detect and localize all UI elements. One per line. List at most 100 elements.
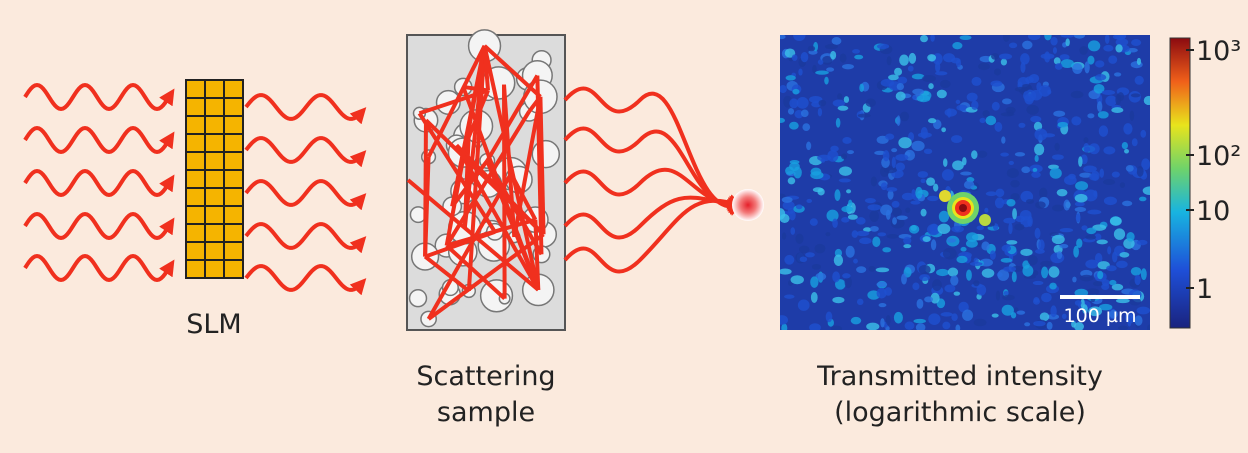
speckle-grain bbox=[1050, 37, 1057, 46]
speckle-grain bbox=[1007, 168, 1019, 178]
speckle-grain bbox=[1020, 53, 1030, 64]
speckle-grain bbox=[912, 89, 924, 95]
speckle-grain bbox=[1078, 156, 1082, 167]
speckle-grain bbox=[866, 323, 879, 331]
speckle-grain bbox=[909, 225, 919, 234]
speckle-grain bbox=[896, 91, 906, 100]
speckle-grain bbox=[1117, 92, 1124, 101]
speckle-grain bbox=[858, 114, 871, 118]
page: 100 µm 10³10²101 SLM Scattering sample T… bbox=[0, 0, 1248, 453]
speckle-grain bbox=[1020, 62, 1025, 73]
speckle-grain bbox=[1048, 266, 1059, 277]
speckle-grain bbox=[1073, 246, 1079, 258]
speckle-grain bbox=[830, 51, 836, 60]
speckle-grain bbox=[876, 282, 887, 287]
speckle-grain bbox=[880, 318, 884, 327]
speckle-grain bbox=[802, 123, 810, 131]
speckle-grain bbox=[1075, 194, 1088, 203]
speckle-grain bbox=[846, 189, 851, 193]
speckle-grain bbox=[1103, 146, 1115, 154]
speckle-grain bbox=[810, 276, 818, 287]
speckle-grain bbox=[1028, 255, 1038, 265]
speckle-grain bbox=[825, 44, 838, 49]
speckle-grain bbox=[1008, 223, 1012, 235]
speckle-grain bbox=[891, 148, 897, 152]
speckle-grain bbox=[1122, 142, 1128, 149]
speckle-grain bbox=[1053, 47, 1057, 54]
speckle-grain bbox=[811, 292, 818, 303]
speckle-grain bbox=[1041, 293, 1052, 302]
speckle-grain bbox=[782, 197, 793, 203]
speckle-grain bbox=[964, 181, 974, 190]
speckle-grain bbox=[882, 247, 891, 252]
speckle-grain bbox=[1107, 246, 1111, 254]
speckle-grain bbox=[927, 196, 938, 201]
speckle-grain bbox=[870, 226, 879, 232]
speckle-grain bbox=[1085, 235, 1096, 240]
speckle-grain bbox=[1039, 85, 1051, 97]
speckle-grain bbox=[1004, 291, 1009, 295]
slm-pixel bbox=[186, 116, 205, 134]
speckle-grain bbox=[1050, 168, 1062, 179]
speckle-grain bbox=[939, 211, 949, 223]
speckle-grain bbox=[1006, 199, 1015, 207]
slm-pixel bbox=[205, 188, 224, 206]
speckle-grain bbox=[815, 244, 826, 253]
speckle-grain bbox=[896, 162, 905, 171]
speckle-grain bbox=[1126, 165, 1134, 172]
speckle-grain bbox=[956, 256, 967, 263]
speckle-grain bbox=[974, 319, 987, 326]
speckle-grain bbox=[956, 59, 961, 67]
slm-pixel bbox=[224, 80, 243, 98]
speckle-grain bbox=[779, 269, 792, 275]
speckle-grain bbox=[869, 266, 876, 272]
speckle-grain bbox=[806, 199, 812, 203]
speckle-grain bbox=[912, 283, 919, 291]
speckle-grain bbox=[1047, 322, 1053, 330]
speckle-grain bbox=[898, 137, 911, 148]
slm-pixel bbox=[205, 260, 224, 278]
speckle-grain bbox=[799, 246, 809, 253]
speckle-grain bbox=[1111, 107, 1123, 113]
speckle-grain bbox=[815, 70, 829, 74]
slm-pixel bbox=[224, 188, 243, 206]
speckle-grain bbox=[866, 99, 876, 107]
speckle-grain bbox=[977, 226, 984, 231]
speckle-grain bbox=[792, 54, 798, 61]
speckle-grain bbox=[917, 95, 931, 102]
speckle-grain bbox=[1086, 228, 1096, 235]
speckle-grain bbox=[1075, 181, 1088, 190]
speckle-grain bbox=[1006, 240, 1017, 244]
speckle-grain bbox=[996, 291, 1000, 301]
speckle-grain bbox=[1052, 154, 1064, 160]
image-label: (logarithmic scale) bbox=[834, 397, 1086, 428]
speckle-grain bbox=[1041, 53, 1055, 59]
speckle-grain bbox=[798, 300, 810, 311]
speckle-grain bbox=[1001, 258, 1013, 263]
speckle-grain bbox=[800, 256, 807, 262]
speckle-grain bbox=[1014, 224, 1024, 231]
focus-spot bbox=[732, 189, 764, 221]
speckle-grain bbox=[900, 112, 909, 122]
speckle-grain bbox=[995, 122, 1003, 132]
speckle-grain bbox=[911, 141, 924, 151]
speckle-grain bbox=[1053, 111, 1065, 117]
slm-pixel bbox=[205, 116, 224, 134]
speckle-grain bbox=[1110, 216, 1122, 225]
speckle-grain bbox=[1095, 60, 1104, 67]
speckle-grain bbox=[841, 206, 853, 212]
speckle-grain bbox=[806, 142, 811, 151]
speckle-grain bbox=[1054, 143, 1059, 151]
slm-pixel bbox=[224, 134, 243, 152]
speckle-grain bbox=[924, 296, 933, 302]
slm-pixel bbox=[186, 224, 205, 242]
speckle-grain bbox=[779, 85, 787, 93]
speckle-grain bbox=[839, 166, 852, 175]
speckle-grain bbox=[905, 322, 915, 330]
speckle-grain bbox=[1040, 261, 1052, 267]
speckle-grain bbox=[1071, 91, 1084, 98]
speckle-grain bbox=[928, 313, 940, 325]
slm-pixel bbox=[186, 206, 205, 224]
slm-pixel bbox=[224, 170, 243, 188]
speckle-grain bbox=[784, 255, 794, 265]
